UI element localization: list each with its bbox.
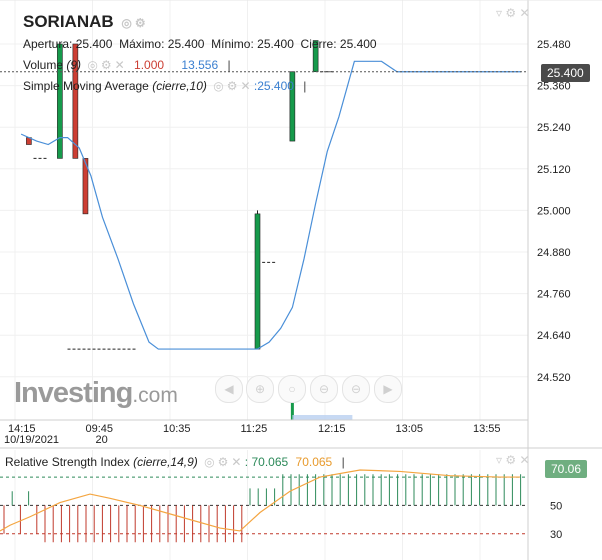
x-tick-sublabel: 10/19/2021: [4, 434, 59, 446]
ohlc-legend: Apertura: 25.400 Máximo: 25.400 Mínimo: …: [23, 37, 377, 51]
candlesticks: [26, 40, 319, 350]
candle-body: [312, 40, 319, 73]
zoom-out-button-2[interactable]: ⊖: [342, 375, 370, 403]
y-tick-label: 24.760: [537, 289, 571, 301]
y-tick-label: 25.000: [537, 205, 571, 217]
x-tick-label: 13:55: [473, 423, 501, 435]
scroll-left-button[interactable]: ◀: [215, 375, 243, 403]
zoom-out-icon: ⊖: [318, 382, 330, 396]
volume-value-blue: 13.556: [181, 58, 219, 72]
x-tick-label: 10:35: [163, 423, 191, 435]
rsi-panel: 50 30: [0, 469, 562, 543]
last-price-badge: 25.400: [541, 64, 590, 82]
x-tick-label: 12:15: [318, 423, 346, 435]
arrow-right-icon: ▶: [383, 382, 393, 396]
candle-body: [254, 213, 261, 350]
x-tick-label: 14:15: [8, 423, 36, 435]
sma-legend: Simple Moving Average (cierre,10) ◎ ⚙ ✕ :2…: [23, 79, 307, 93]
rsi-legend: Relative Strength Index (cierre,14,9) ◎ ⚙…: [5, 455, 345, 469]
gear-icon[interactable]: ⚙: [226, 79, 238, 93]
volume-value-red: 1.000: [134, 58, 165, 72]
volume-area: [292, 415, 353, 420]
eye-icon[interactable]: ◎: [121, 16, 132, 30]
gear-icon[interactable]: ⚙: [134, 16, 146, 30]
scroll-right-button[interactable]: ▶: [374, 375, 402, 403]
zoom-out-button[interactable]: ⊖: [310, 375, 338, 403]
volume-legend: Volume (9) ◎ ⚙ ✕ 1.000 13.556 |: [23, 58, 231, 72]
gear-icon[interactable]: ⚙: [217, 455, 229, 469]
y-tick-label: 24.520: [537, 372, 571, 384]
reset-button[interactable]: ○: [278, 375, 306, 403]
sma-polyline: [20, 60, 521, 350]
settings-icon[interactable]: ⚙: [505, 6, 517, 20]
close-icon[interactable]: ✕: [231, 455, 242, 469]
rsi-value-1: 70.065: [251, 455, 289, 469]
price-dashes: [33, 71, 335, 350]
y-tick-label: 25.240: [537, 122, 571, 134]
close-icon[interactable]: ✕: [519, 453, 530, 467]
x-tick-sublabel: 20: [96, 434, 108, 446]
y-tick-label: 25.480: [537, 39, 571, 51]
collapse-icon[interactable]: ▿: [496, 453, 503, 467]
x-tick-label: 13:05: [396, 423, 424, 435]
rsi-tick-label: 50: [550, 500, 562, 512]
y-tick-label: 24.880: [537, 247, 571, 259]
candle-body: [57, 43, 63, 159]
candle-body: [82, 158, 89, 215]
eye-icon[interactable]: ◎: [213, 79, 224, 93]
chart-tools: ▿ ⚙ ✕: [496, 6, 530, 20]
close-icon[interactable]: ✕: [114, 58, 125, 72]
rsi-line: [0, 469, 520, 532]
investing-logo: Investing.com: [14, 377, 178, 409]
gear-icon[interactable]: ⚙: [100, 58, 112, 72]
settings-icon[interactable]: ⚙: [505, 453, 517, 467]
reset-icon: ○: [288, 382, 296, 396]
close-icon[interactable]: ✕: [240, 79, 251, 93]
y-tick-label: 25.360: [537, 81, 571, 93]
eye-icon[interactable]: ◎: [87, 58, 98, 72]
zoom-out-icon: ⊖: [350, 382, 362, 396]
y-tick-label: 24.640: [537, 330, 571, 342]
y-tick-label: 25.120: [537, 164, 571, 176]
rsi-value-2: 70.065: [295, 455, 333, 469]
candle-body: [72, 43, 79, 159]
eye-icon[interactable]: ◎: [204, 455, 215, 469]
zoom-in-button[interactable]: ⊕: [246, 375, 274, 403]
rsi-tick-label: 30: [550, 529, 562, 541]
collapse-icon[interactable]: ▿: [496, 6, 503, 20]
rsi-tools: ▿ ⚙ ✕: [496, 453, 530, 467]
zoom-in-icon: ⊕: [254, 382, 266, 396]
arrow-left-icon: ◀: [224, 382, 234, 396]
sma-value: 25.400: [257, 79, 294, 93]
sma-line: [20, 60, 521, 350]
x-tick-label: 09:45: [86, 423, 114, 435]
x-tick-label: 11:25: [241, 423, 268, 435]
close-icon[interactable]: ✕: [519, 6, 530, 20]
rsi-badge: 70.06: [545, 460, 588, 478]
symbol-title: SORIANAB ◎ ⚙: [23, 12, 146, 31]
